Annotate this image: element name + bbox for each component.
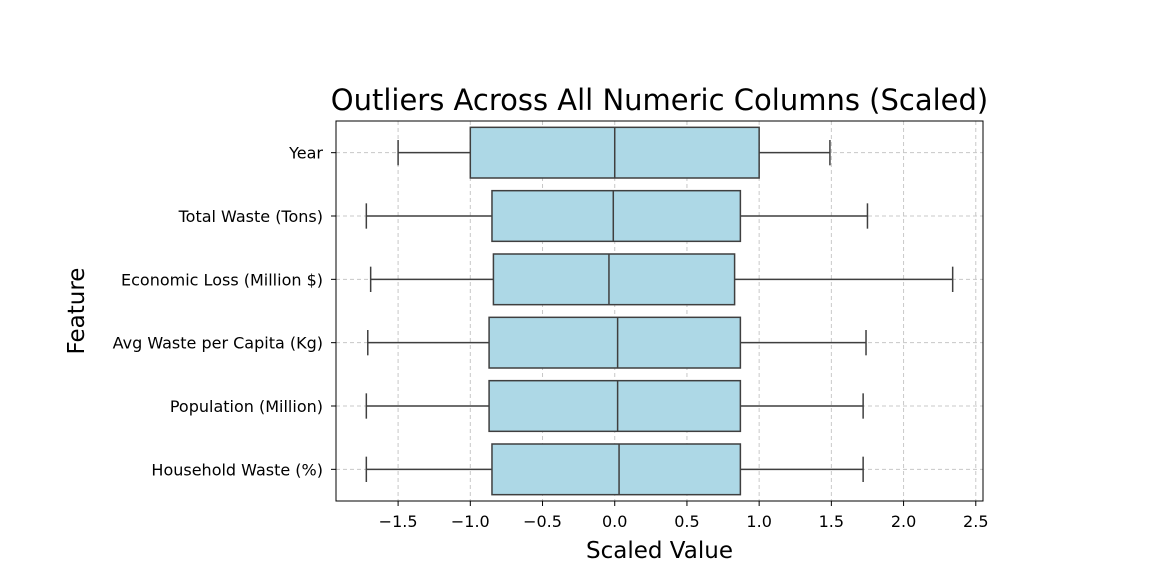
x-tick-label: 1.0 <box>746 512 771 531</box>
iqr-box <box>488 379 742 433</box>
y-tick-label: Avg Waste per Capita (Kg) <box>113 334 323 353</box>
x-tick-label: 0.5 <box>674 512 699 531</box>
box-layer <box>365 126 954 496</box>
box-group <box>367 316 867 369</box>
iqr-box <box>491 443 742 496</box>
x-tick-label: −1.0 <box>451 512 490 531</box>
x-tick-label: 0.0 <box>602 512 627 531</box>
box-group <box>397 126 831 179</box>
plot-frame <box>335 120 984 502</box>
x-tick-label: 2.0 <box>891 512 916 531</box>
x-axis-label: Scaled Value <box>586 538 733 564</box>
box-group <box>365 379 864 433</box>
x-tick-label: 2.5 <box>963 512 988 531</box>
y-tick-label: Total Waste (Tons) <box>178 207 323 226</box>
tick-layer: −1.5 −1.0 −0.5 0.0 0.5 1.0 1.5 2.0 2.5 Year Total … <box>113 144 989 531</box>
iqr-box <box>491 189 742 243</box>
x-tick-label: 1.5 <box>819 512 844 531</box>
x-tick-label: −1.5 <box>379 512 418 531</box>
box-group <box>365 189 869 243</box>
box-group <box>369 253 954 306</box>
chart-title: Outliers Across All Numeric Columns (Sca… <box>331 83 988 117</box>
x-tick-label: −0.5 <box>523 512 562 531</box>
y-tick-label: Economic Loss (Million $) <box>121 270 323 289</box>
y-tick-label: Population (Million) <box>170 397 323 416</box>
y-axis-label: Feature <box>64 268 90 355</box>
iqr-box <box>488 316 742 369</box>
box-group <box>365 443 864 496</box>
iqr-box <box>492 253 736 306</box>
y-tick-label: Year <box>288 144 323 163</box>
y-tick-label: Household Waste (%) <box>151 460 323 479</box>
